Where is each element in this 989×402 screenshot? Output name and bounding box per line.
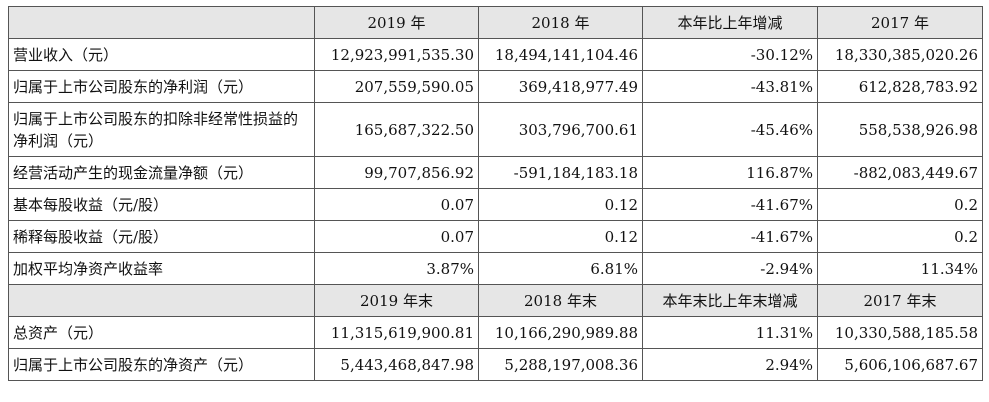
- value-2017: -882,083,449.67: [817, 156, 983, 189]
- value-2017-end: 10,330,588,185.58: [817, 316, 983, 349]
- value-2018: 0.12: [478, 220, 643, 253]
- header-2019-end: 2019 年末: [314, 284, 479, 317]
- value-2017-end: 5,606,106,687.67: [817, 348, 983, 381]
- header-2017: 2017 年: [817, 6, 983, 39]
- row-label: 稀释每股收益（元/股）: [8, 220, 315, 253]
- row-label: 归属于上市公司股东的扣除非经常性损益的净利润（元）: [8, 102, 315, 157]
- row-label: 归属于上市公司股东的净资产（元）: [8, 348, 315, 381]
- header-2018-end: 2018 年末: [478, 284, 643, 317]
- value-2018: 303,796,700.61: [478, 102, 643, 157]
- table-row: 经营活动产生的现金流量净额（元） 99,707,856.92 -591,184,…: [8, 156, 983, 189]
- value-2018-end: 5,288,197,008.36: [478, 348, 643, 381]
- header-year-end-change: 本年末比上年末增减: [642, 284, 818, 317]
- row-label: 加权平均净资产收益率: [8, 252, 315, 285]
- value-2017: 612,828,783.92: [817, 70, 983, 103]
- row-label: 基本每股收益（元/股）: [8, 188, 315, 221]
- table-row: 营业收入（元） 12,923,991,535.30 18,494,141,104…: [8, 38, 983, 71]
- value-2018: 369,418,977.49: [478, 70, 643, 103]
- header-2018: 2018 年: [478, 6, 643, 39]
- header-yoy-change: 本年比上年增减: [642, 6, 818, 39]
- value-2017: 18,330,385,020.26: [817, 38, 983, 71]
- value-change: -41.67%: [642, 188, 818, 221]
- table-row: 归属于上市公司股东的净利润（元） 207,559,590.05 369,418,…: [8, 70, 983, 103]
- value-2017: 558,538,926.98: [817, 102, 983, 157]
- value-2018: 6.81%: [478, 252, 643, 285]
- value-change: -2.94%: [642, 252, 818, 285]
- value-change: 2.94%: [642, 348, 818, 381]
- header-2019: 2019 年: [314, 6, 479, 39]
- value-change: -43.81%: [642, 70, 818, 103]
- row-label: 总资产（元）: [8, 316, 315, 349]
- financial-summary: 2019 年 2018 年 本年比上年增减 2017 年 营业收入（元） 12,…: [8, 6, 983, 381]
- table-row: 稀释每股收益（元/股） 0.07 0.12 -41.67% 0.2: [8, 220, 983, 253]
- table-row: 加权平均净资产收益率 3.87% 6.81% -2.94% 11.34%: [8, 252, 983, 285]
- value-change: -30.12%: [642, 38, 818, 71]
- table-row: 归属于上市公司股东的净资产（元） 5,443,468,847.98 5,288,…: [8, 348, 983, 381]
- value-2019: 0.07: [314, 188, 479, 221]
- header-blank-cell: [8, 284, 315, 317]
- value-2017: 0.2: [817, 188, 983, 221]
- header-blank-cell: [8, 6, 315, 39]
- header-2017-end: 2017 年末: [817, 284, 983, 317]
- header-row-year-end: 2019 年末 2018 年末 本年末比上年末增减 2017 年末: [8, 284, 983, 317]
- value-2019: 165,687,322.50: [314, 102, 479, 157]
- value-2018-end: 10,166,290,989.88: [478, 316, 643, 349]
- row-label: 经营活动产生的现金流量净额（元）: [8, 156, 315, 189]
- value-2019: 207,559,590.05: [314, 70, 479, 103]
- value-2019: 99,707,856.92: [314, 156, 479, 189]
- row-label: 归属于上市公司股东的净利润（元）: [8, 70, 315, 103]
- value-2019: 12,923,991,535.30: [314, 38, 479, 71]
- value-2018: 0.12: [478, 188, 643, 221]
- value-change: 11.31%: [642, 316, 818, 349]
- value-change: -41.67%: [642, 220, 818, 253]
- financial-table: 2019 年 2018 年 本年比上年增减 2017 年 营业收入（元） 12,…: [8, 6, 983, 381]
- value-2019-end: 5,443,468,847.98: [314, 348, 479, 381]
- value-2018: 18,494,141,104.46: [478, 38, 643, 71]
- value-change: -45.46%: [642, 102, 818, 157]
- value-2019: 3.87%: [314, 252, 479, 285]
- value-2019: 0.07: [314, 220, 479, 253]
- value-change: 116.87%: [642, 156, 818, 189]
- value-2018: -591,184,183.18: [478, 156, 643, 189]
- table-row: 归属于上市公司股东的扣除非经常性损益的净利润（元） 165,687,322.50…: [8, 102, 983, 157]
- value-2017: 11.34%: [817, 252, 983, 285]
- table-row: 总资产（元） 11,315,619,900.81 10,166,290,989.…: [8, 316, 983, 349]
- header-row-annual: 2019 年 2018 年 本年比上年增减 2017 年: [8, 6, 983, 39]
- value-2017: 0.2: [817, 220, 983, 253]
- row-label: 营业收入（元）: [8, 38, 315, 71]
- value-2019-end: 11,315,619,900.81: [314, 316, 479, 349]
- table-row: 基本每股收益（元/股） 0.07 0.12 -41.67% 0.2: [8, 188, 983, 221]
